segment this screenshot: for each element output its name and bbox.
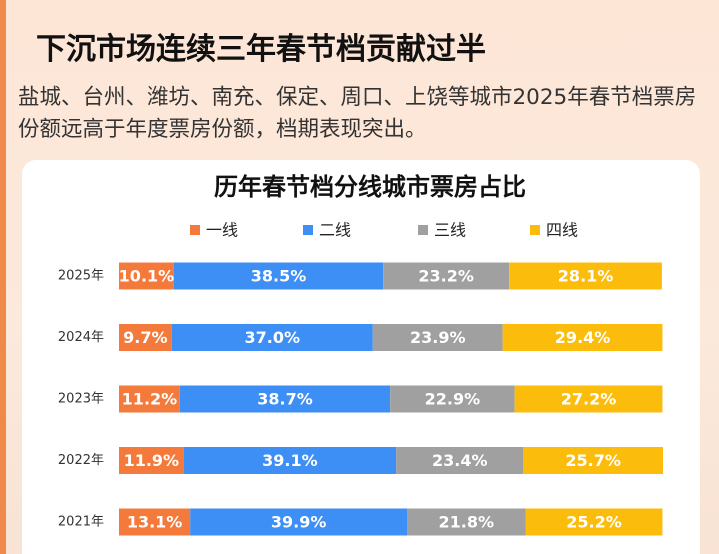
legend-swatch [530, 225, 540, 235]
value-label: 39.1% [262, 451, 318, 470]
bar-segment [119, 508, 191, 536]
bar-segment [171, 324, 373, 351]
value-label: 13.1% [127, 513, 183, 532]
bar-segment [514, 385, 663, 413]
value-label: 39.9% [271, 513, 327, 532]
value-label: 23.9% [410, 328, 466, 347]
bar-segment [119, 324, 172, 351]
bar-segment [502, 324, 663, 351]
value-label: 10.1% [119, 267, 175, 286]
value-label: 25.7% [565, 451, 621, 470]
bar-segment [190, 508, 408, 536]
y-tick-label: 2021年 [58, 515, 104, 530]
y-tick-label: 2025年 [58, 269, 104, 284]
value-label: 23.2% [418, 267, 474, 286]
value-label: 38.7% [257, 390, 313, 409]
bar-segment [119, 262, 174, 290]
bar-segment [183, 447, 397, 474]
value-label: 25.2% [566, 513, 622, 532]
legend-label: 二线 [319, 221, 351, 240]
legend-label: 一线 [206, 221, 238, 240]
legend-swatch [303, 225, 313, 235]
value-label: 27.2% [561, 390, 617, 409]
chart-card [22, 160, 700, 554]
value-label: 11.2% [122, 390, 178, 409]
y-tick-label: 2022年 [58, 453, 104, 468]
bar-segment [525, 508, 663, 536]
bar-segment [119, 447, 184, 474]
legend-label: 四线 [546, 221, 578, 240]
value-label: 22.9% [425, 390, 481, 409]
value-label: 9.7% [123, 328, 167, 347]
bar-segment [407, 508, 526, 536]
page-subtitle: 盐城、台州、潍坊、南充、保定、周口、上饶等城市2025年春节档票房份额远高于年度… [18, 85, 697, 142]
bar-segment [179, 385, 391, 413]
edge-decoration [0, 0, 6, 554]
bar-segment [372, 324, 503, 351]
y-tick-label: 2023年 [58, 392, 104, 407]
bar-segment [396, 447, 524, 474]
value-label: 23.4% [432, 451, 488, 470]
value-label: 11.9% [124, 451, 180, 470]
bar-segment [173, 262, 384, 290]
legend-swatch [190, 225, 200, 235]
value-label: 29.4% [555, 328, 611, 347]
chart-title: 历年春节档分线城市票房占比 [214, 173, 526, 201]
value-label: 21.8% [439, 513, 495, 532]
bar-segment [119, 385, 180, 413]
value-label: 28.1% [558, 267, 614, 286]
bar-segment [509, 262, 662, 290]
value-label: 37.0% [244, 328, 300, 347]
y-tick-label: 2024年 [58, 330, 104, 345]
bar-segment [390, 385, 515, 413]
value-label: 38.5% [251, 267, 307, 286]
bar-segment [523, 447, 663, 474]
legend-label: 三线 [434, 221, 466, 240]
legend-swatch [418, 225, 428, 235]
bar-segment [383, 262, 510, 290]
page-title: 下沉市场连续三年春节档贡献过半 [36, 32, 486, 67]
